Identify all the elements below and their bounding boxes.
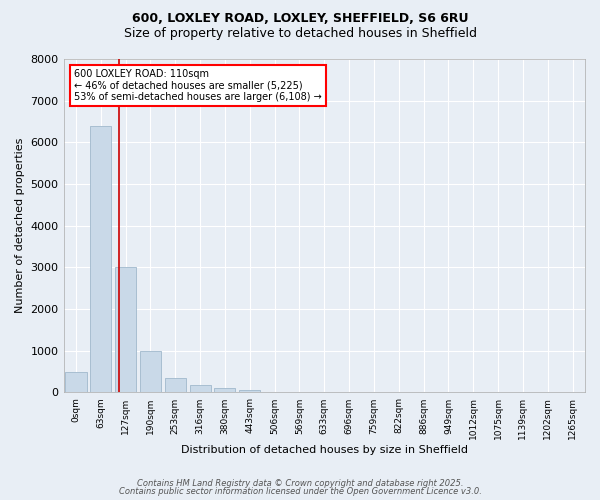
Text: 600, LOXLEY ROAD, LOXLEY, SHEFFIELD, S6 6RU: 600, LOXLEY ROAD, LOXLEY, SHEFFIELD, S6 … — [132, 12, 468, 26]
Bar — [90, 126, 112, 392]
X-axis label: Distribution of detached houses by size in Sheffield: Distribution of detached houses by size … — [181, 445, 468, 455]
Text: Size of property relative to detached houses in Sheffield: Size of property relative to detached ho… — [124, 28, 476, 40]
Bar — [239, 390, 260, 392]
Bar — [115, 268, 136, 392]
Y-axis label: Number of detached properties: Number of detached properties — [15, 138, 25, 314]
Bar — [65, 372, 86, 392]
Bar — [165, 378, 186, 392]
Bar — [140, 351, 161, 393]
Text: Contains public sector information licensed under the Open Government Licence v3: Contains public sector information licen… — [119, 487, 481, 496]
Text: Contains HM Land Registry data © Crown copyright and database right 2025.: Contains HM Land Registry data © Crown c… — [137, 478, 463, 488]
Text: 600 LOXLEY ROAD: 110sqm
← 46% of detached houses are smaller (5,225)
53% of semi: 600 LOXLEY ROAD: 110sqm ← 46% of detache… — [74, 69, 322, 102]
Bar — [190, 385, 211, 392]
Bar — [214, 388, 235, 392]
